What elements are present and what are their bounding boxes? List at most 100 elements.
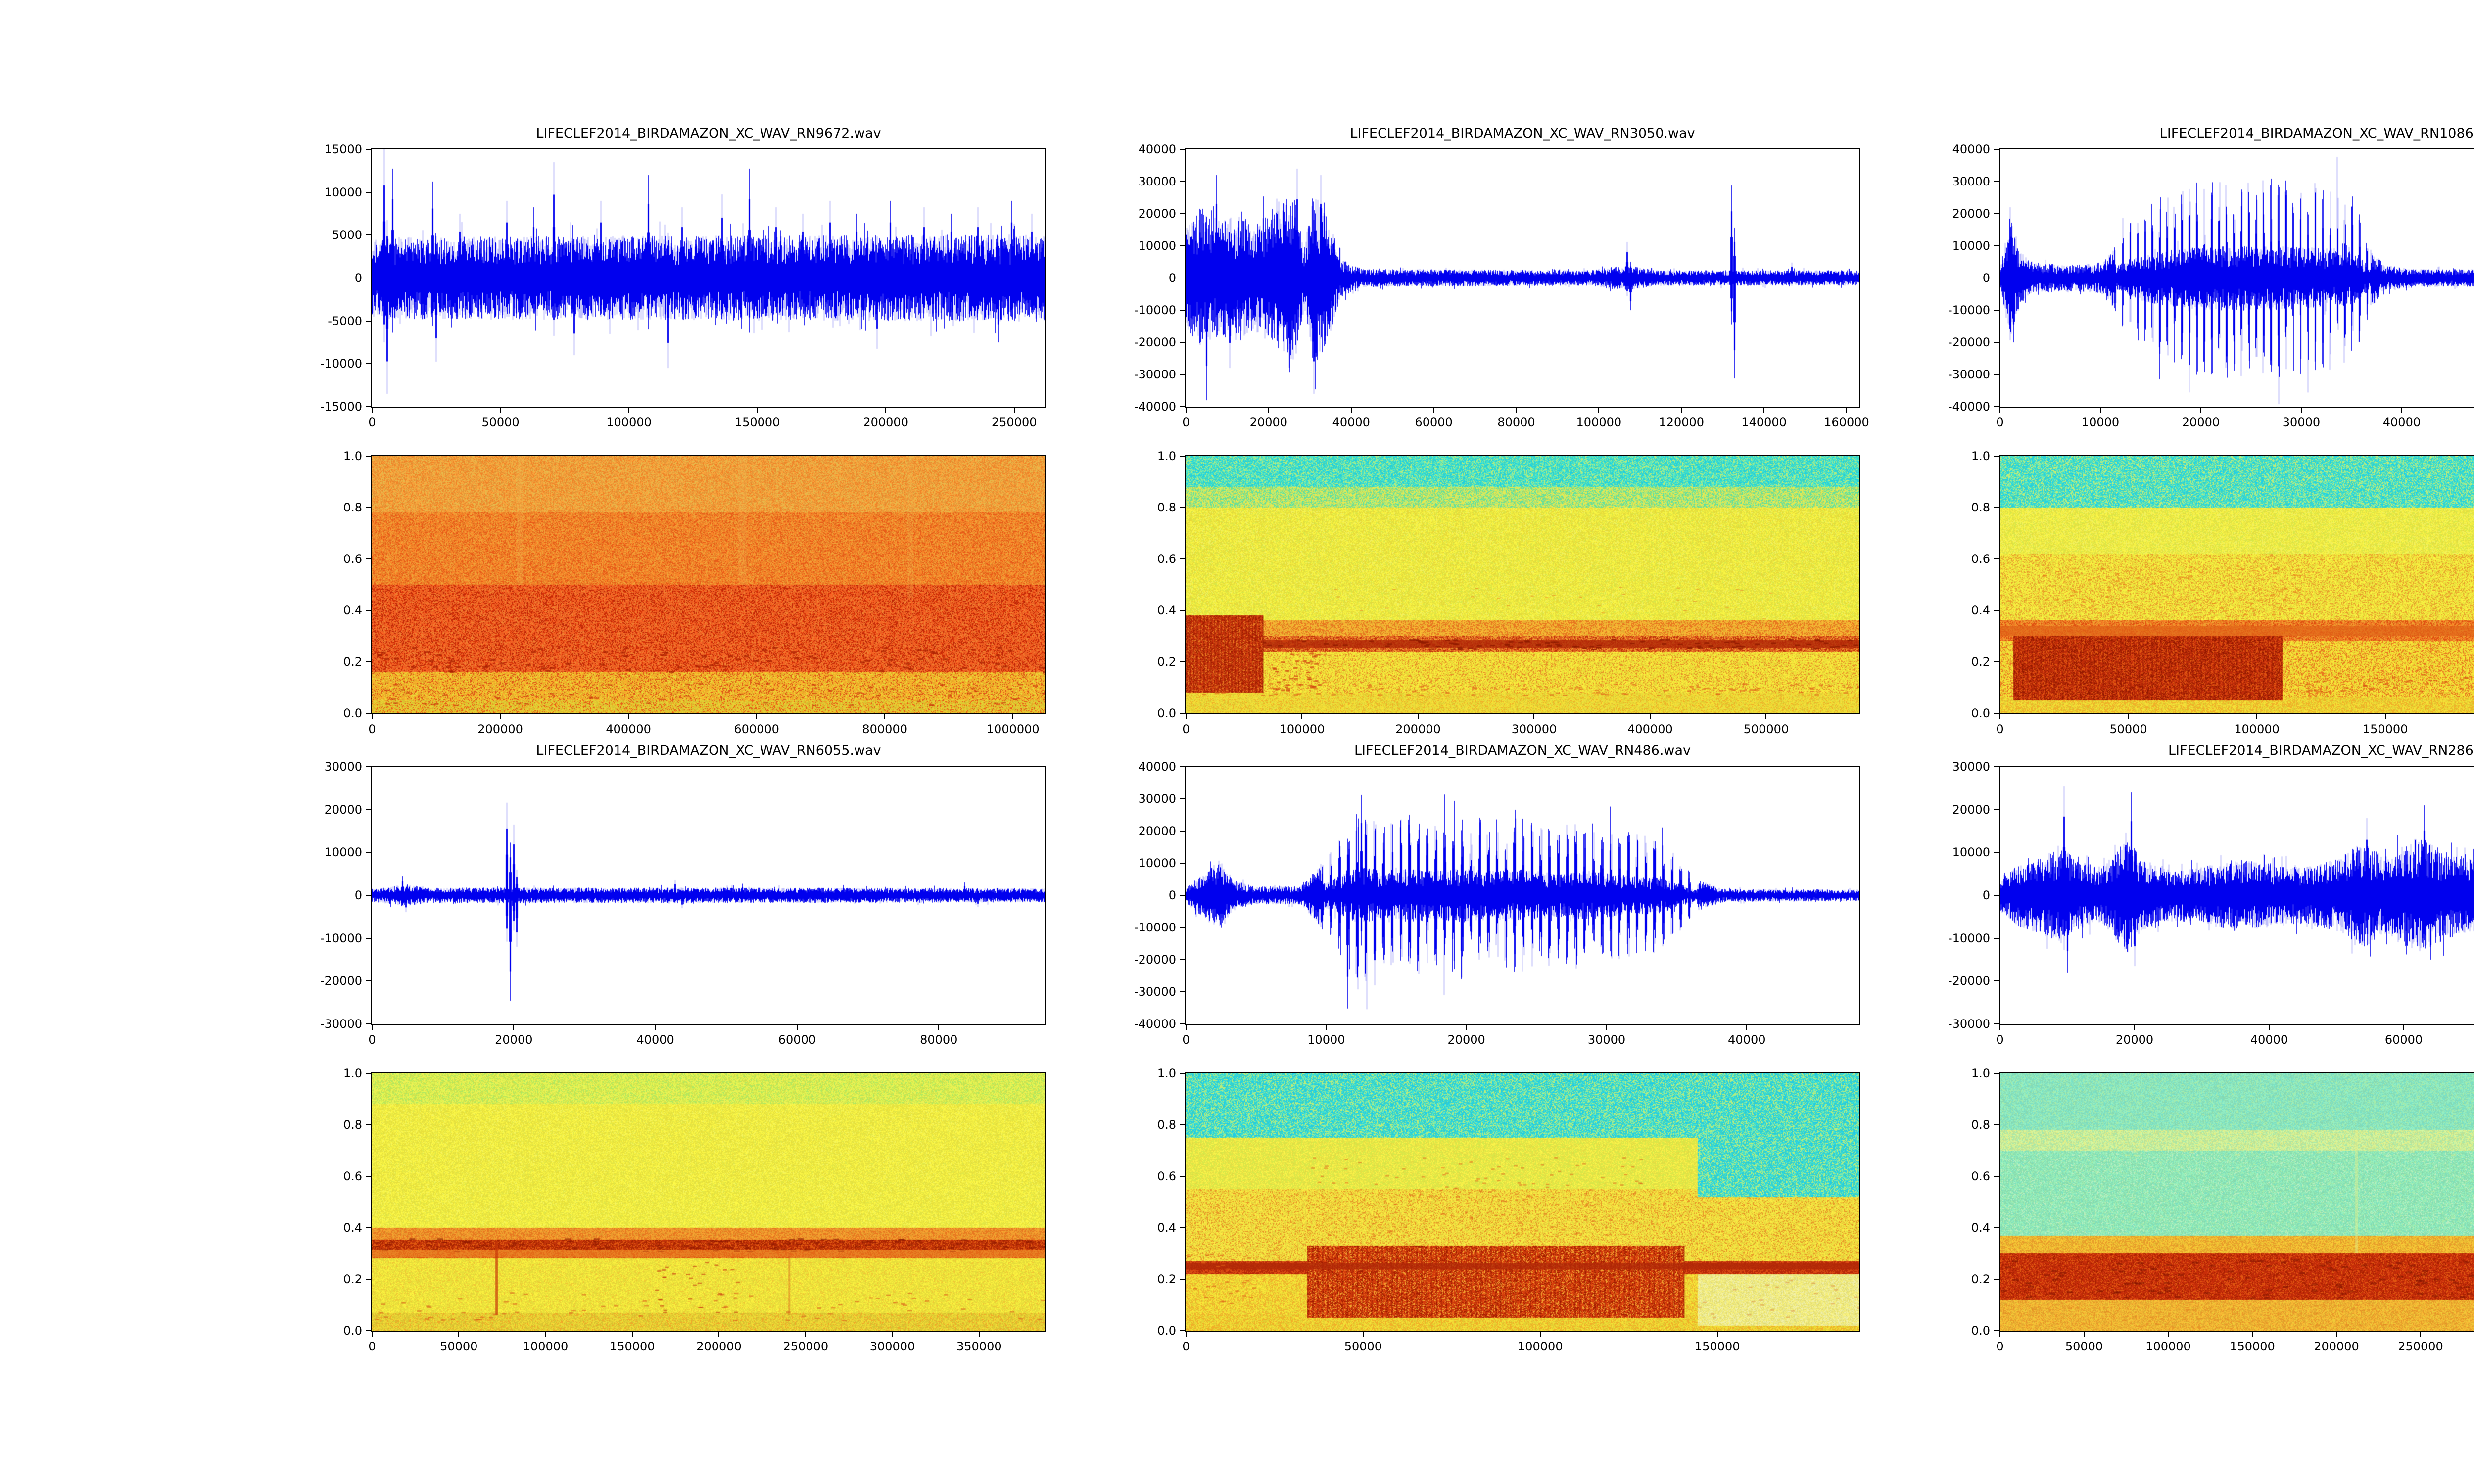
y-tick-mark bbox=[366, 1124, 372, 1125]
y-tick-mark bbox=[1180, 149, 1186, 150]
y-tick-label: 0.8 bbox=[1157, 501, 1176, 514]
x-tick-mark bbox=[2256, 713, 2258, 719]
y-tick-label: 0.8 bbox=[1971, 1118, 1990, 1132]
x-tick-mark bbox=[1716, 1331, 1718, 1337]
x-tick-label: 100000 bbox=[1517, 1340, 1563, 1353]
x-tick-label: 150000 bbox=[734, 416, 780, 429]
y-tick-mark bbox=[1180, 1330, 1186, 1331]
y-tick-mark bbox=[1994, 406, 2000, 407]
y-tick-mark bbox=[1994, 1227, 2000, 1228]
x-tick-label: 40000 bbox=[1332, 416, 1370, 429]
y-tick-mark bbox=[366, 713, 372, 714]
x-tick-label: 50000 bbox=[1344, 1340, 1382, 1353]
x-tick-mark bbox=[1186, 1331, 1187, 1337]
x-tick-mark bbox=[513, 1024, 515, 1030]
y-tick-label: -40000 bbox=[1134, 400, 1176, 414]
y-tick-mark bbox=[366, 406, 372, 407]
spectrogram-canvas bbox=[2000, 456, 2474, 713]
x-tick-mark bbox=[1186, 407, 1187, 413]
y-tick-mark bbox=[366, 1279, 372, 1280]
x-tick-label: 0 bbox=[1996, 1340, 2004, 1353]
x-tick-label: 150000 bbox=[2230, 1340, 2275, 1353]
x-tick-label: 0 bbox=[368, 1340, 376, 1353]
y-tick-mark bbox=[366, 558, 372, 559]
y-tick-mark bbox=[1994, 980, 2000, 982]
x-tick-mark bbox=[938, 1024, 940, 1030]
y-tick-mark bbox=[1994, 766, 2000, 767]
x-tick-label: 200000 bbox=[1395, 722, 1441, 736]
y-tick-mark bbox=[1994, 374, 2000, 375]
y-tick-mark bbox=[1180, 713, 1186, 714]
y-tick-mark bbox=[1180, 798, 1186, 799]
x-tick-label: 100000 bbox=[523, 1340, 569, 1353]
y-tick-label: -15000 bbox=[320, 400, 362, 414]
x-tick-mark bbox=[631, 1331, 633, 1337]
x-tick-label: 160000 bbox=[1824, 416, 1869, 429]
subplot-waveform-4: LIFECLEF2014_BIRDAMAZON_XC_WAV_RN6055.wa… bbox=[320, 743, 1046, 1047]
subplot-waveform-2: LIFECLEF2014_BIRDAMAZON_XC_WAV_RN3050.wa… bbox=[1134, 126, 1869, 429]
spectrogram-canvas bbox=[372, 1073, 1045, 1331]
x-tick-mark bbox=[2084, 1331, 2085, 1337]
x-tick-label: 0 bbox=[1182, 722, 1190, 736]
y-tick-label: -5000 bbox=[328, 314, 362, 328]
y-tick-mark bbox=[1994, 1176, 2000, 1177]
y-tick-label: 1.0 bbox=[1157, 1067, 1176, 1080]
x-tick-mark bbox=[718, 1331, 720, 1337]
y-tick-label: 0.4 bbox=[343, 1221, 362, 1235]
y-tick-mark bbox=[1994, 149, 2000, 150]
y-tick-mark bbox=[1180, 1279, 1186, 1280]
x-tick-mark bbox=[1999, 713, 2000, 719]
y-tick-label: 40000 bbox=[1952, 142, 1990, 156]
x-tick-label: 300000 bbox=[869, 1340, 915, 1353]
x-tick-label: 100000 bbox=[2145, 1340, 2191, 1353]
y-tick-label: 0 bbox=[1982, 888, 1990, 902]
y-tick-label: 0.0 bbox=[1971, 1324, 1990, 1338]
y-tick-mark bbox=[1180, 927, 1186, 928]
y-tick-label: 0.2 bbox=[1157, 655, 1176, 669]
x-tick-label: 40000 bbox=[636, 1033, 674, 1047]
x-tick-label: 0 bbox=[1182, 416, 1190, 429]
y-tick-label: 20000 bbox=[1952, 802, 1990, 817]
x-tick-mark bbox=[1013, 407, 1015, 413]
x-tick-mark bbox=[2420, 1331, 2421, 1337]
y-tick-mark bbox=[366, 852, 372, 853]
plot-frame: 0 100000 200000 300000 400000 500000 1.0 0.8 0.6… bbox=[1157, 449, 1860, 736]
subplot-waveform-6: LIFECLEF2014_BIRDAMAZON_XC_WAV_RN286.wav… bbox=[1948, 743, 2474, 1047]
x-tick-mark bbox=[1362, 1331, 1364, 1337]
y-tick-label: 40000 bbox=[1138, 142, 1176, 156]
y-tick-mark bbox=[366, 149, 372, 150]
x-tick-label: 100000 bbox=[1576, 416, 1622, 429]
waveform-canvas bbox=[1186, 767, 1859, 1024]
x-tick-mark bbox=[458, 1331, 460, 1337]
y-tick-mark bbox=[1180, 310, 1186, 311]
x-tick-label: 250000 bbox=[783, 1340, 829, 1353]
plot-frame: 0 50000 100000 150000 200000 250000 300000 3500… bbox=[343, 1067, 1046, 1353]
x-tick-mark bbox=[1606, 1024, 1607, 1030]
y-tick-mark bbox=[1180, 507, 1186, 508]
x-tick-label: 50000 bbox=[2065, 1340, 2103, 1353]
x-tick-label: 100000 bbox=[2234, 722, 2280, 736]
y-tick-mark bbox=[1994, 852, 2000, 853]
x-tick-label: 200000 bbox=[863, 416, 908, 429]
plot-frame: 0 20000 40000 60000 80000 100000 120000 140000 1… bbox=[1134, 142, 1869, 429]
y-tick-mark bbox=[366, 937, 372, 939]
x-tick-label: 10000 bbox=[1307, 1033, 1345, 1047]
x-tick-label: 150000 bbox=[2362, 722, 2408, 736]
y-tick-label: 0.2 bbox=[343, 1272, 362, 1286]
y-tick-mark bbox=[1180, 213, 1186, 214]
y-tick-label: -30000 bbox=[1134, 368, 1176, 381]
y-tick-label: -30000 bbox=[1948, 1017, 1990, 1031]
y-tick-label: -10000 bbox=[1948, 931, 1990, 945]
x-tick-mark bbox=[1681, 407, 1682, 413]
y-tick-mark bbox=[366, 320, 372, 322]
x-tick-mark bbox=[1846, 407, 1847, 413]
y-tick-label: -20000 bbox=[1948, 335, 1990, 349]
y-tick-mark bbox=[366, 191, 372, 193]
x-tick-mark bbox=[1268, 407, 1269, 413]
x-tick-mark bbox=[1350, 407, 1352, 413]
spectrogram-canvas bbox=[2000, 1073, 2474, 1331]
x-tick-mark bbox=[1466, 1024, 1467, 1030]
y-tick-mark bbox=[1994, 245, 2000, 246]
x-tick-label: 0 bbox=[1182, 1033, 1190, 1047]
y-tick-label: 1.0 bbox=[343, 1067, 362, 1080]
